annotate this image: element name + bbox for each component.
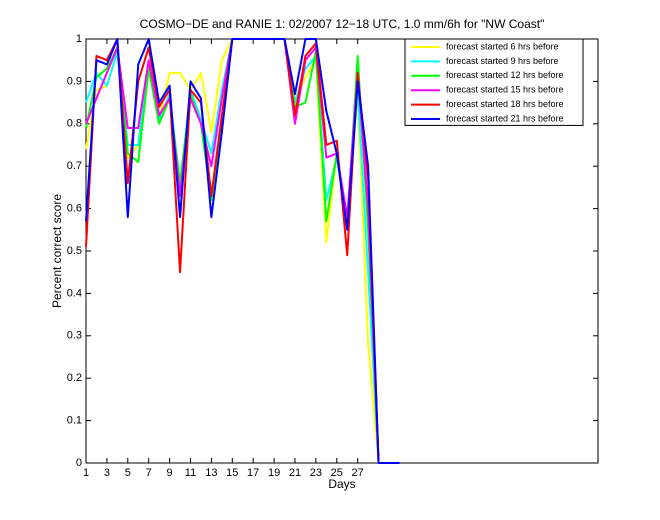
x-tick-label: 17 [247, 467, 259, 479]
series-line [85, 38, 400, 464]
y-tick-label: 0.9 [67, 75, 82, 87]
y-tick-label: 0.3 [67, 330, 82, 342]
y-tick-label: 0 [76, 457, 82, 469]
x-tick-label: 27 [352, 467, 364, 479]
chart-title: COSMO−DE and RANIE 1: 02/2007 12−18 UTC,… [140, 17, 545, 31]
x-tick-label: 15 [226, 467, 238, 479]
x-tick-label: 7 [146, 467, 152, 479]
series-line [85, 38, 400, 464]
legend-text: forecast started 15 hrs before [446, 85, 564, 95]
y-tick-label: 0.8 [67, 118, 82, 130]
y-tick-label: 0.6 [67, 203, 82, 215]
y-tick-label: 0.5 [67, 245, 82, 257]
x-tick-label: 5 [125, 467, 131, 479]
series-line [85, 38, 400, 464]
x-tick-label: 9 [167, 467, 173, 479]
series-line [85, 38, 400, 464]
x-tick-label: 3 [104, 467, 110, 479]
y-tick-label: 0.1 [67, 415, 82, 427]
legend-box [404, 38, 584, 126]
x-tick-label: 13 [205, 467, 217, 479]
y-tick-label: 0.2 [67, 372, 82, 384]
y-tick-label: 1 [76, 33, 82, 45]
y-tick-label: 0.4 [67, 287, 82, 299]
x-tick-label: 23 [310, 467, 322, 479]
legend-text: forecast started 6 hrs before [446, 41, 559, 51]
series-line [85, 38, 400, 464]
series-line [85, 38, 400, 464]
x-axis-label: Days [328, 477, 355, 491]
legend-text: forecast started 18 hrs before [446, 99, 564, 109]
x-tick-label: 19 [268, 467, 280, 479]
x-tick-label: 21 [289, 467, 301, 479]
legend-text: forecast started 9 hrs before [446, 56, 559, 66]
y-axis-label: Percent correct score [50, 194, 64, 308]
x-tick-label: 1 [83, 467, 89, 479]
legend-text: forecast started 12 hrs before [446, 70, 564, 80]
x-tick-label: 25 [331, 467, 343, 479]
legend-text: forecast started 21 hrs before [446, 113, 564, 123]
y-tick-label: 0.7 [67, 160, 82, 172]
x-tick-label: 11 [185, 467, 196, 479]
